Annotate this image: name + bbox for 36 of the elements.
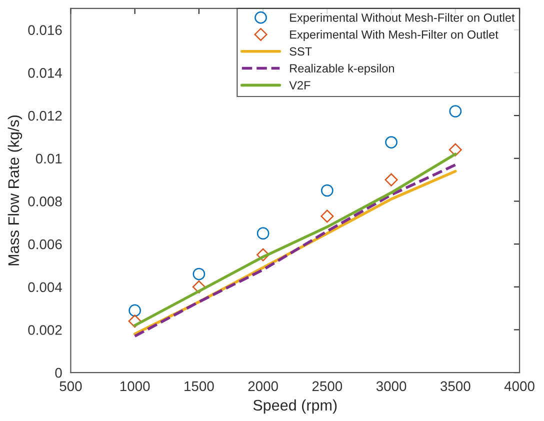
x-tick-label: 1000 — [120, 381, 150, 392]
point — [192, 280, 206, 294]
y-tick-label: 0.008 — [28, 196, 62, 206]
x-tick-label: 3500 — [440, 381, 470, 392]
point — [320, 210, 334, 223]
point — [384, 173, 398, 186]
y-tick-label: 0.01 — [36, 154, 62, 164]
legend-label: V2F — [289, 81, 310, 90]
point — [256, 248, 270, 262]
point — [385, 136, 398, 148]
point — [448, 143, 462, 156]
point — [192, 268, 206, 280]
point — [449, 105, 462, 118]
x-tick-label: 500 — [60, 381, 82, 392]
y-tick-label: 0.014 — [28, 68, 62, 78]
point — [256, 227, 270, 240]
legend-label: Experimental With Mesh-Filter on Outlet — [290, 30, 498, 42]
y-tick-label: 0.016 — [28, 25, 62, 36]
y-tick-label: 0 — [55, 368, 62, 378]
y-tick-label: 0.006 — [28, 239, 62, 250]
y-axis-title: Mass Flow Rate (kg/s) — [8, 115, 22, 266]
x-tick-label: 2000 — [248, 381, 278, 392]
point — [320, 184, 334, 197]
x-axis-title: Speed (rpm) — [253, 399, 337, 414]
x-tick-label: 3000 — [376, 381, 406, 392]
x-tick-label: 1500 — [184, 381, 214, 392]
y-tick-label: 0.012 — [28, 110, 62, 121]
x-tick-label: 4000 — [504, 381, 534, 392]
legend-label: Experimental Without Mesh-Filter on Outlet — [290, 13, 515, 24]
legend-label: Realizable k-epsilon — [290, 64, 394, 75]
y-tick-label: 0.002 — [28, 325, 62, 335]
y-tick-label: 0.004 — [28, 282, 62, 292]
point — [128, 314, 142, 328]
x-tick-label: 2500 — [312, 381, 342, 392]
point — [128, 304, 142, 317]
legend-label: SST — [290, 47, 312, 56]
